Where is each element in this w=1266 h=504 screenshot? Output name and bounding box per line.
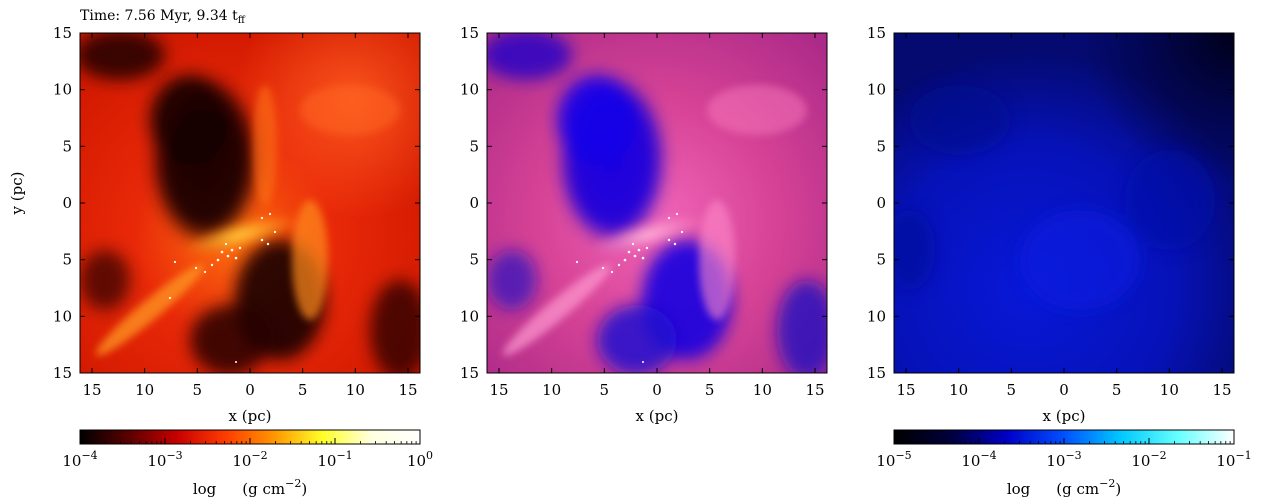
x-tick-label: 15 <box>896 381 915 399</box>
x-tick-label: 10 <box>753 381 772 399</box>
x-tick-label: 10 <box>949 381 968 399</box>
left-density-map <box>80 33 420 373</box>
y-tick-label: 10 <box>53 307 72 325</box>
colorbar-tick-label: 10−2 <box>1131 449 1166 470</box>
x-axis-label: x (pc) <box>229 407 272 425</box>
middle-axes: 15 10 5 0 5 10 15 15 10 5 0 5 10 15 x (pc) <box>460 24 827 425</box>
x-tick-label: 15 <box>805 381 824 399</box>
x-tick-label: 5 <box>1112 381 1122 399</box>
y-tick-label: 5 <box>876 251 886 269</box>
y-tick-label: 15 <box>867 364 886 382</box>
y-tick-label: 15 <box>460 24 479 42</box>
x-tick-label: 10 <box>135 381 154 399</box>
x-tick-label: 5 <box>298 381 308 399</box>
colorbar-tick-label: 10−2 <box>232 449 267 470</box>
x-tick-label: 15 <box>82 381 101 399</box>
colorbar-tick-label: 100 <box>407 449 433 470</box>
y-tick-label: 5 <box>469 137 479 155</box>
x-tick-label: 5 <box>705 381 715 399</box>
x-tick-label: 5 <box>1007 381 1017 399</box>
colorbar-tick-label: 10−4 <box>961 449 996 470</box>
y-tick-label: 10 <box>460 81 479 99</box>
x-tick-label: 5 <box>600 381 610 399</box>
right-colorbar: 10−5 10−4 10−3 10−2 10−1 log (g cm−2) <box>876 429 1252 498</box>
x-tick-label: 0 <box>652 381 662 399</box>
y-tick-label: 15 <box>867 24 886 42</box>
middle-density-map <box>487 33 827 373</box>
y-tick-label: 0 <box>876 194 886 212</box>
y-tick-label: 15 <box>460 364 479 382</box>
left-colorbar: 10−4 10−3 10−2 10−1 100 log (g cm−2) <box>62 429 433 498</box>
y-tick-label: 0 <box>62 194 72 212</box>
left-axes: 15 10 5 0 5 10 15 15 10 5 0 5 10 15 x (pc) y (pc) <box>8 24 420 425</box>
y-tick-label: 0 <box>469 194 479 212</box>
time-label: Time: 7.56 Myr, 9.34 tff <box>80 8 246 26</box>
y-tick-label: 5 <box>62 251 72 269</box>
colorbar-tick-label: 10−3 <box>147 449 182 470</box>
y-tick-label: 15 <box>53 364 72 382</box>
y-tick-label: 10 <box>867 81 886 99</box>
y-tick-label: 10 <box>867 307 886 325</box>
x-tick-label: 0 <box>245 381 255 399</box>
x-tick-label: 5 <box>193 381 203 399</box>
x-tick-label: 15 <box>1212 381 1231 399</box>
right-density-map <box>894 33 1234 373</box>
x-tick-label: 10 <box>346 381 365 399</box>
x-axis-label: x (pc) <box>1043 407 1086 425</box>
y-tick-label: 5 <box>62 137 72 155</box>
x-tick-label: 15 <box>489 381 508 399</box>
x-tick-label: 10 <box>542 381 561 399</box>
colorbar-tick-label: 10−1 <box>1216 449 1251 470</box>
y-tick-label: 15 <box>53 24 72 42</box>
colorbar-label: log (g cm−2) <box>1007 477 1121 498</box>
x-tick-label: 10 <box>1160 381 1179 399</box>
y-axis-label: y (pc) <box>8 172 26 216</box>
x-axis-label: x (pc) <box>636 407 679 425</box>
y-tick-label: 10 <box>460 307 479 325</box>
colorbar-tick-label: 10−5 <box>876 449 911 470</box>
x-tick-label: 0 <box>1059 381 1069 399</box>
x-tick-label: 15 <box>398 381 417 399</box>
y-tick-label: 5 <box>876 137 886 155</box>
colorbar-tick-label: 10−3 <box>1046 449 1081 470</box>
colorbar-tick-label: 10−1 <box>317 449 352 470</box>
colorbar-label: log (g cm−2) <box>193 477 307 498</box>
y-tick-label: 10 <box>53 81 72 99</box>
right-axes: 15 10 5 0 5 10 15 15 10 5 0 5 10 15 x (pc) <box>867 24 1234 425</box>
y-tick-label: 5 <box>469 251 479 269</box>
colorbar-tick-label: 10−4 <box>62 449 97 470</box>
